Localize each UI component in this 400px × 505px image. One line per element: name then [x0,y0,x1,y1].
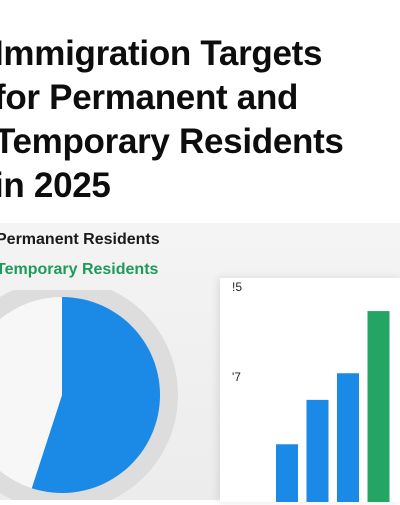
title-line-2: for Permanent and [0,78,299,117]
bar-chart: !5 '7 [220,278,400,502]
pie-slice-2 [0,297,62,489]
pie-chart [0,279,220,505]
bar-1 [276,444,298,502]
bar-chart-svg [276,311,390,502]
y-tick-label-1: !5 [232,280,243,294]
y-tick-label-2: '7 [232,370,241,384]
title-line-3: Temporary Residents [0,122,344,161]
bar-4 [367,311,390,502]
legend-temporary: Temporary Residents [0,261,159,278]
pie-slice-1 [31,297,161,493]
bar-3 [337,373,359,502]
bar-2 [306,399,329,502]
title-line-4: in 2025 [0,166,111,205]
page-title: Immigration Targets for Permanent and Te… [0,32,400,208]
title-line-1: Immigration Targets [0,34,323,73]
pie-chart-svg [0,279,178,505]
legend-permanent: Permanent Residents [0,231,160,248]
